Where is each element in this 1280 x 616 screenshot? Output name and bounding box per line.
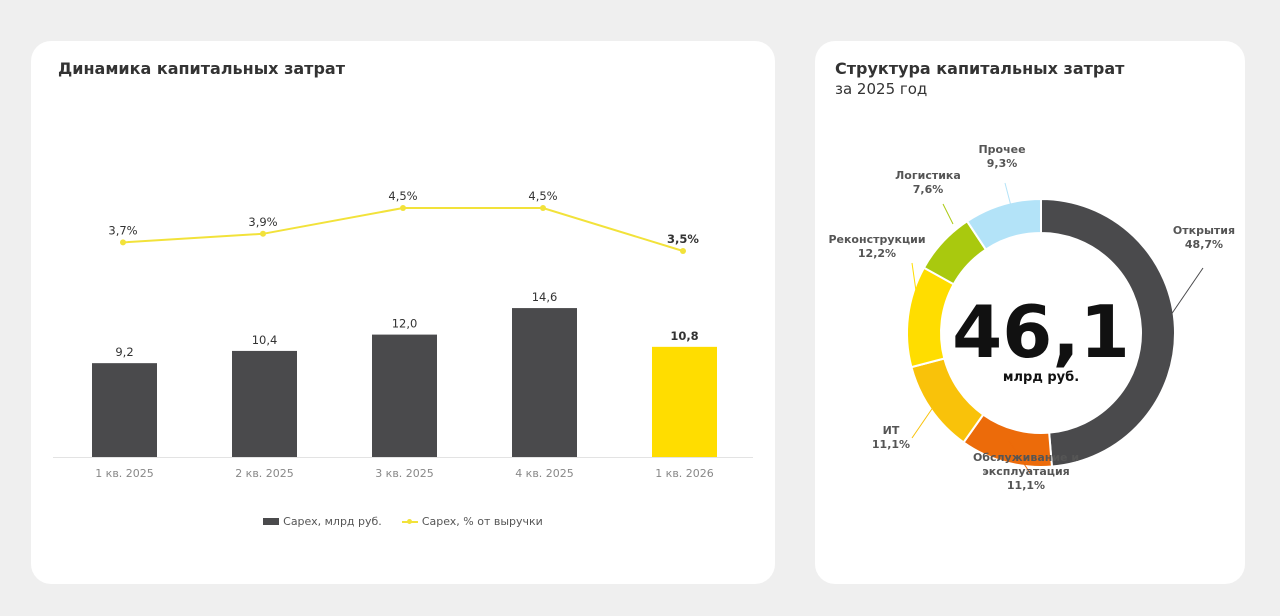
x-tick-label-1: 1 кв. 2025 (95, 467, 154, 480)
slice-value-label-4: 12,2% (858, 247, 896, 260)
slice-value-label-1: 48,7% (1185, 238, 1223, 251)
slice-name-label-5: Логистика (895, 169, 961, 182)
bar-value-label-5: 10,8 (670, 329, 698, 343)
line-value-label-5: 3,5% (667, 232, 699, 246)
revenue-share-line (122, 207, 684, 252)
legend-item-capex-bar: Capex, млрд руб. (263, 515, 382, 528)
donut-slice-6 (965, 197, 1042, 251)
leader-line-4 (911, 262, 917, 292)
line-value-label-1: 3,7% (108, 223, 137, 237)
x-tick-label-3: 3 кв. 2025 (375, 467, 434, 480)
leader-line-5 (942, 203, 954, 225)
slice-value-label-2: 11,1% (1007, 479, 1045, 492)
bar-2 (232, 350, 297, 457)
capex-dynamics-title: Динамика капитальных затрат (58, 59, 345, 78)
slice-name-label-2: Обслуживание и эксплуатация (973, 451, 1079, 478)
slice-name-label-1: Открытия (1173, 224, 1235, 237)
capex-dynamics-card: Динамика капитальных затрат 9,2 1 кв. 202… (31, 41, 775, 584)
x-tick-label-5: 1 кв. 2026 (655, 467, 714, 480)
bar-3 (372, 334, 437, 457)
bar-value-label-1: 9,2 (115, 345, 133, 359)
x-tick-label-4: 4 кв. 2025 (515, 467, 574, 480)
bar-value-label-4: 14,6 (532, 290, 558, 304)
donut-center-value: 46,1 (952, 290, 1130, 374)
donut-slice-1 (1040, 197, 1176, 468)
line-point-4 (540, 205, 546, 211)
slice-name-label-6: Прочее (978, 143, 1025, 156)
legend-swatch-line (401, 518, 418, 526)
capex-structure-subtitle: за 2025 год (835, 80, 928, 98)
leader-line-2 (1008, 440, 1031, 474)
chart-legend: Capex, млрд руб. Capex, % от выручки (31, 515, 775, 528)
legend-label-capex-bar: Capex, млрд руб. (283, 515, 382, 528)
capex-structure-card: Структура капитальных затрат за 2025 год… (815, 41, 1245, 584)
slice-name-label-4: Реконструкции (828, 233, 925, 246)
leader-line-3 (911, 402, 937, 439)
donut-center-unit: млрд руб. (1003, 370, 1079, 385)
bar-1 (92, 363, 157, 457)
capex-dynamics-chart: 9,2 1 кв. 2025 10,4 2 кв. 2025 12,0 3 кв. 202… (53, 189, 753, 480)
slice-value-label-3: 11,1% (872, 438, 910, 451)
legend-label-capex-line: Capex, % от выручки (421, 515, 543, 528)
legend-swatch-bar (263, 518, 280, 525)
line-point-3 (400, 205, 406, 211)
bar-value-label-3: 12,0 (392, 317, 418, 331)
line-point-5 (680, 248, 686, 254)
capex-structure-title: Структура капитальных затрат (835, 59, 1125, 78)
slice-value-label-6: 9,3% (987, 157, 1018, 170)
legend-item-capex-line: Capex, % от выручки (401, 515, 543, 528)
bar-4 (512, 308, 577, 457)
donut-slice-4 (906, 266, 956, 369)
bar-value-label-2: 10,4 (252, 333, 278, 347)
x-tick-label-2: 2 кв. 2025 (235, 467, 294, 480)
line-value-label-3: 4,5% (388, 189, 417, 203)
slice-value-label-5: 7,6% (913, 183, 944, 196)
line-point-1 (120, 239, 126, 246)
line-point-2 (260, 230, 266, 237)
leader-line-1 (1161, 267, 1204, 329)
line-value-label-4: 4,5% (528, 189, 557, 203)
bar-5 (652, 346, 717, 457)
slice-name-label-3: ИТ (883, 424, 900, 437)
line-value-label-2: 3,9% (248, 215, 277, 229)
leader-line-6 (1004, 182, 1012, 207)
